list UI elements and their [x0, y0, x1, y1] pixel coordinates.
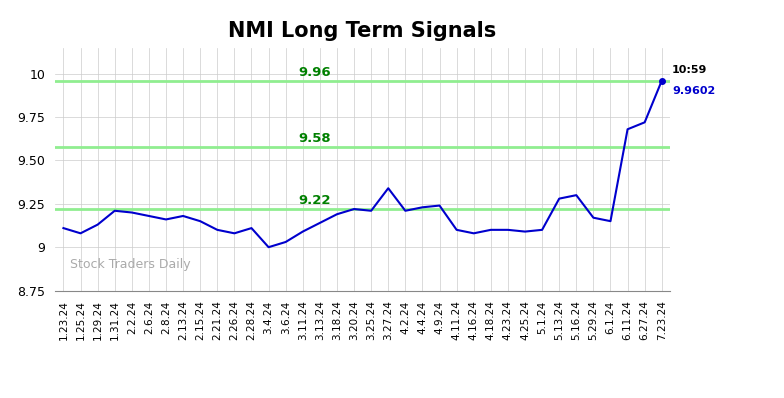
Text: Stock Traders Daily: Stock Traders Daily: [71, 258, 191, 271]
Text: 9.22: 9.22: [299, 194, 331, 207]
Text: 9.9602: 9.9602: [672, 86, 715, 96]
Title: NMI Long Term Signals: NMI Long Term Signals: [228, 21, 497, 41]
Text: 9.96: 9.96: [299, 66, 331, 79]
Text: 10:59: 10:59: [672, 65, 707, 75]
Text: 9.58: 9.58: [299, 131, 331, 144]
